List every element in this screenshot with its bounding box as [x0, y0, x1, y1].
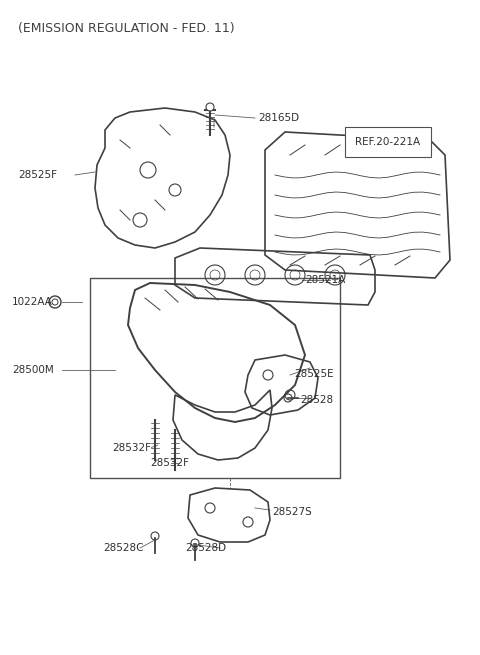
- Text: 28532F: 28532F: [150, 458, 189, 468]
- Text: 28165D: 28165D: [258, 113, 299, 123]
- Text: 28525F: 28525F: [18, 170, 57, 180]
- Bar: [90, 278, 340, 478]
- Text: 28532F: 28532F: [112, 443, 151, 453]
- Text: 28500M: 28500M: [12, 365, 54, 375]
- Text: REF.20-221A: REF.20-221A: [355, 137, 420, 147]
- Text: 28528C: 28528C: [103, 543, 144, 553]
- Text: 28528: 28528: [300, 395, 333, 405]
- Circle shape: [206, 103, 214, 111]
- Text: 28525E: 28525E: [294, 369, 334, 379]
- Text: (EMISSION REGULATION - FED. 11): (EMISSION REGULATION - FED. 11): [18, 22, 235, 35]
- Text: 1022AA: 1022AA: [12, 297, 53, 307]
- Text: 28527S: 28527S: [272, 507, 312, 517]
- Text: 28521A: 28521A: [305, 275, 345, 285]
- Text: 28528D: 28528D: [185, 543, 226, 553]
